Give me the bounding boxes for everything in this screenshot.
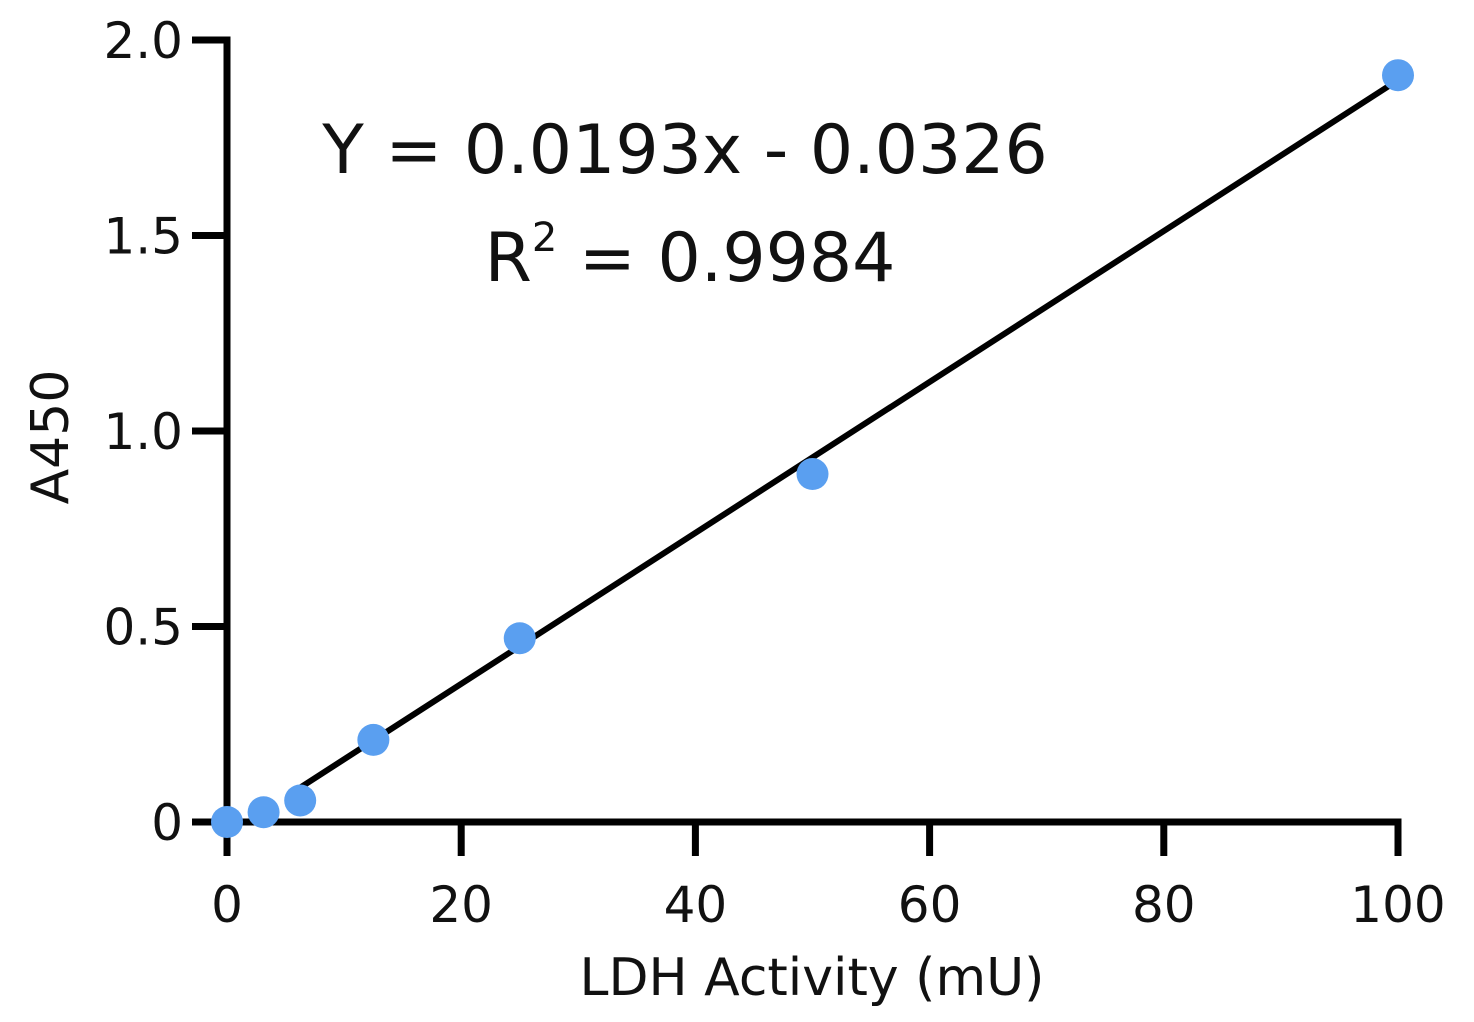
fit-line-group bbox=[294, 77, 1401, 793]
data-point-1 bbox=[247, 796, 280, 829]
y-tick-label-3: 1.5 bbox=[103, 208, 183, 266]
r2-value: = 0.9984 bbox=[557, 219, 895, 298]
data-points bbox=[211, 59, 1414, 838]
y-tick-label-0: 0 bbox=[151, 794, 183, 852]
x-tick-label-2: 40 bbox=[664, 876, 728, 934]
y-ticks: 0 0.5 1.0 1.5 2.0 bbox=[103, 12, 227, 852]
y-tick-label-4: 2.0 bbox=[103, 12, 183, 70]
y-axis-title: A450 bbox=[21, 370, 81, 505]
x-tick-label-3: 60 bbox=[898, 876, 962, 934]
r-squared-annotation: R2 = 0.9984 bbox=[485, 215, 896, 298]
data-point-6 bbox=[1382, 59, 1414, 92]
x-tick-label-0: 0 bbox=[211, 876, 243, 934]
r2-prefix: R bbox=[485, 219, 532, 298]
data-point-4 bbox=[503, 622, 536, 655]
x-tick-label-1: 20 bbox=[429, 876, 493, 934]
data-point-0 bbox=[211, 806, 243, 838]
data-point-2 bbox=[284, 784, 317, 817]
x-axis-title: LDH Activity (mU) bbox=[580, 948, 1045, 1008]
equation-annotation: Y = 0.0193x - 0.0326 bbox=[321, 111, 1048, 190]
y-tick-label-2: 1.0 bbox=[103, 403, 183, 461]
x-tick-label-5: 100 bbox=[1350, 876, 1445, 934]
y-tick-label-1: 0.5 bbox=[103, 599, 183, 657]
data-point-3 bbox=[357, 723, 390, 756]
r2-superscript: 2 bbox=[532, 215, 557, 261]
fit-line bbox=[294, 77, 1401, 793]
data-point-5 bbox=[796, 458, 829, 491]
x-tick-label-4: 80 bbox=[1132, 876, 1196, 934]
x-ticks: 0 20 40 60 80 100 bbox=[211, 822, 1446, 934]
